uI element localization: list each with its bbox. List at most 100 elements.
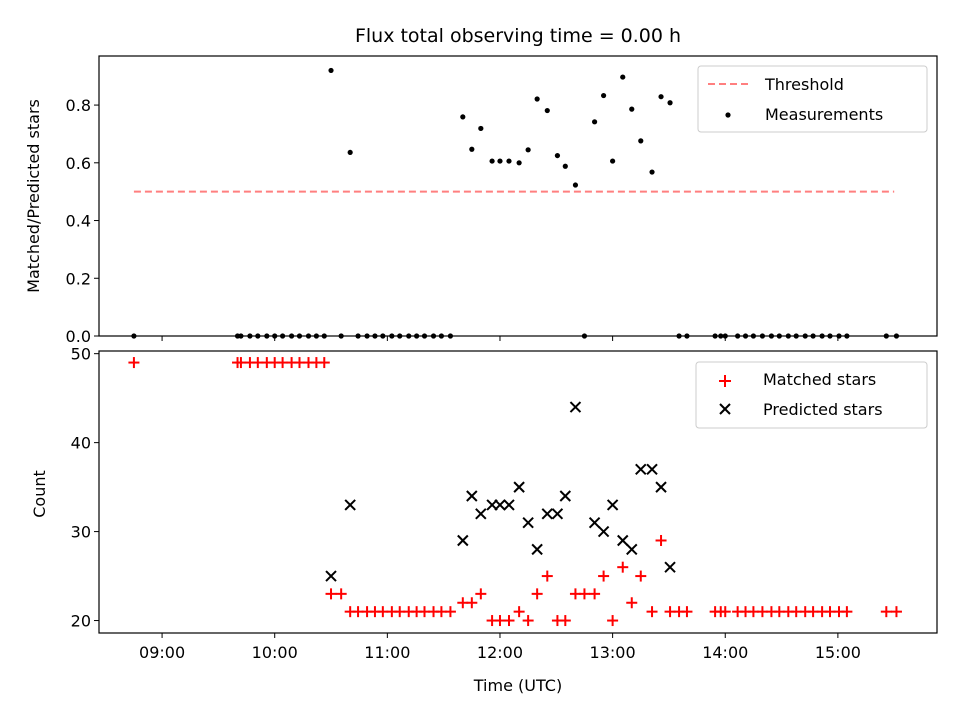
top-y-ticks: 0.0 0.2 0.4 0.6 0.8	[66, 96, 99, 346]
measurement-point	[534, 96, 540, 102]
top-y-tick-label: 0.4	[66, 212, 91, 231]
predicted-star-point	[475, 508, 487, 520]
top-y-tick-label: 0.0	[66, 327, 91, 346]
measurement-point	[347, 149, 353, 156]
measurement-point	[516, 160, 522, 166]
bottom-y-ticks: 20 30 40 50	[71, 345, 99, 631]
top-y-tick-label: 0.8	[66, 96, 91, 115]
predicted-star-point	[551, 508, 564, 520]
matched-star-point	[513, 606, 525, 618]
measurement-point	[460, 114, 466, 120]
measurement-point	[610, 158, 616, 164]
predicted-star-point	[646, 463, 658, 476]
top-legend-box	[697, 65, 928, 133]
measurement-point	[478, 125, 484, 132]
matched-star-point	[335, 588, 347, 600]
predicted-legend-label: Predicted stars	[763, 400, 883, 419]
bottom-x-tick-label: 10:00	[252, 643, 298, 662]
matched-star-point	[841, 606, 853, 618]
matched-star-point	[444, 606, 456, 618]
measurement-point	[591, 119, 598, 125]
top-y-tick-label: 0.2	[66, 269, 91, 288]
bottom-y-axis-label: Count	[30, 470, 49, 518]
predicted-star-point	[597, 525, 610, 538]
measurement-point	[601, 92, 607, 99]
top-legend: Threshold Measurements	[697, 65, 928, 133]
matched-star-point	[589, 588, 601, 600]
matched-star-point	[325, 588, 337, 600]
measurements-legend-label: Measurements	[765, 105, 883, 124]
measurement-point	[562, 163, 568, 169]
top-chart-panel: 0.00.20.40.60.8 Matched/Predicted stars …	[24, 55, 938, 346]
matched-star-point	[617, 561, 629, 573]
measurement-point	[629, 106, 635, 112]
matched-legend-swatch	[719, 375, 731, 387]
bottom-y-tick-label: 50	[71, 345, 91, 364]
matched-star-point	[681, 606, 693, 618]
bottom-x-tick-label: 15:00	[815, 643, 861, 662]
top-y-axis-label: Matched/Predicted stars	[24, 99, 43, 293]
measurement-point	[667, 100, 673, 106]
predicted-star-point	[664, 561, 676, 573]
predicted-star-point	[522, 516, 534, 529]
bottom-x-tick-label: 11:00	[364, 643, 410, 662]
threshold-legend-label: Threshold	[764, 75, 844, 94]
matched-star-point	[475, 588, 487, 600]
predicted-legend-swatch	[719, 403, 731, 415]
predicted-star-point	[494, 499, 506, 511]
top-chart-title: Flux total observing time = 0.00 h	[355, 25, 681, 47]
top-x-ticks	[161, 336, 839, 341]
predicted-star-point	[559, 490, 572, 502]
measurement-point	[554, 152, 561, 159]
matched-star-point	[531, 588, 543, 600]
matched-star-point	[318, 357, 330, 369]
bottom-x-axis-label: Time (UTC)	[473, 676, 562, 695]
matched-star-point	[128, 357, 140, 369]
measurement-point	[649, 169, 655, 175]
bottom-x-tick-label: 14:00	[702, 643, 748, 662]
matched-star-point	[541, 570, 553, 582]
measurement-point	[620, 74, 626, 80]
measurement-point	[469, 146, 475, 152]
measurement-point	[658, 94, 664, 100]
predicted-star-point	[655, 481, 667, 493]
matched-star-point	[522, 615, 534, 627]
measurement-point	[328, 67, 334, 74]
predicted-star-point	[503, 499, 515, 511]
predicted-star-point	[344, 499, 356, 511]
top-axes-frame	[98, 55, 938, 337]
bottom-x-ticks: 09:00 10:00 11:00 12:00 13:00 14:00 15:00	[139, 633, 861, 662]
bottom-x-tick-label: 13:00	[590, 643, 636, 662]
measurement-point	[525, 147, 531, 153]
matched-star-point	[655, 534, 667, 546]
top-y-tick-label: 0.6	[66, 154, 91, 173]
bottom-legend-box	[695, 361, 928, 429]
matched-star-point	[503, 615, 515, 627]
matched-star-point	[607, 615, 619, 627]
matched-legend-label: Matched stars	[763, 370, 876, 389]
measurement-point	[544, 107, 550, 114]
predicted-star-point	[635, 463, 647, 476]
bottom-axes-frame	[98, 350, 938, 634]
bottom-legend: Matched stars Predicted stars	[695, 361, 928, 429]
measurement-point	[497, 158, 503, 164]
predicted-star-point	[457, 534, 469, 547]
matched-star-point	[719, 606, 731, 618]
predicted-star-point	[541, 508, 553, 520]
predicted-star-point	[626, 543, 638, 556]
matched-star-point	[598, 570, 610, 582]
predicted-star-point	[569, 401, 582, 413]
predicted-star-point	[325, 570, 337, 582]
matched-star-point	[578, 588, 590, 600]
matched-star-point	[635, 570, 647, 582]
bottom-y-tick-label: 20	[71, 612, 91, 631]
bottom-y-tick-label: 40	[71, 434, 91, 453]
measurement-point	[572, 182, 579, 188]
bottom-x-tick-label: 12:00	[477, 643, 523, 662]
matched-star-point	[466, 597, 478, 609]
matched-star-point	[626, 597, 638, 609]
predicted-star-point	[531, 543, 543, 556]
measurement-point	[506, 158, 512, 164]
predicted-star-point	[606, 499, 619, 511]
